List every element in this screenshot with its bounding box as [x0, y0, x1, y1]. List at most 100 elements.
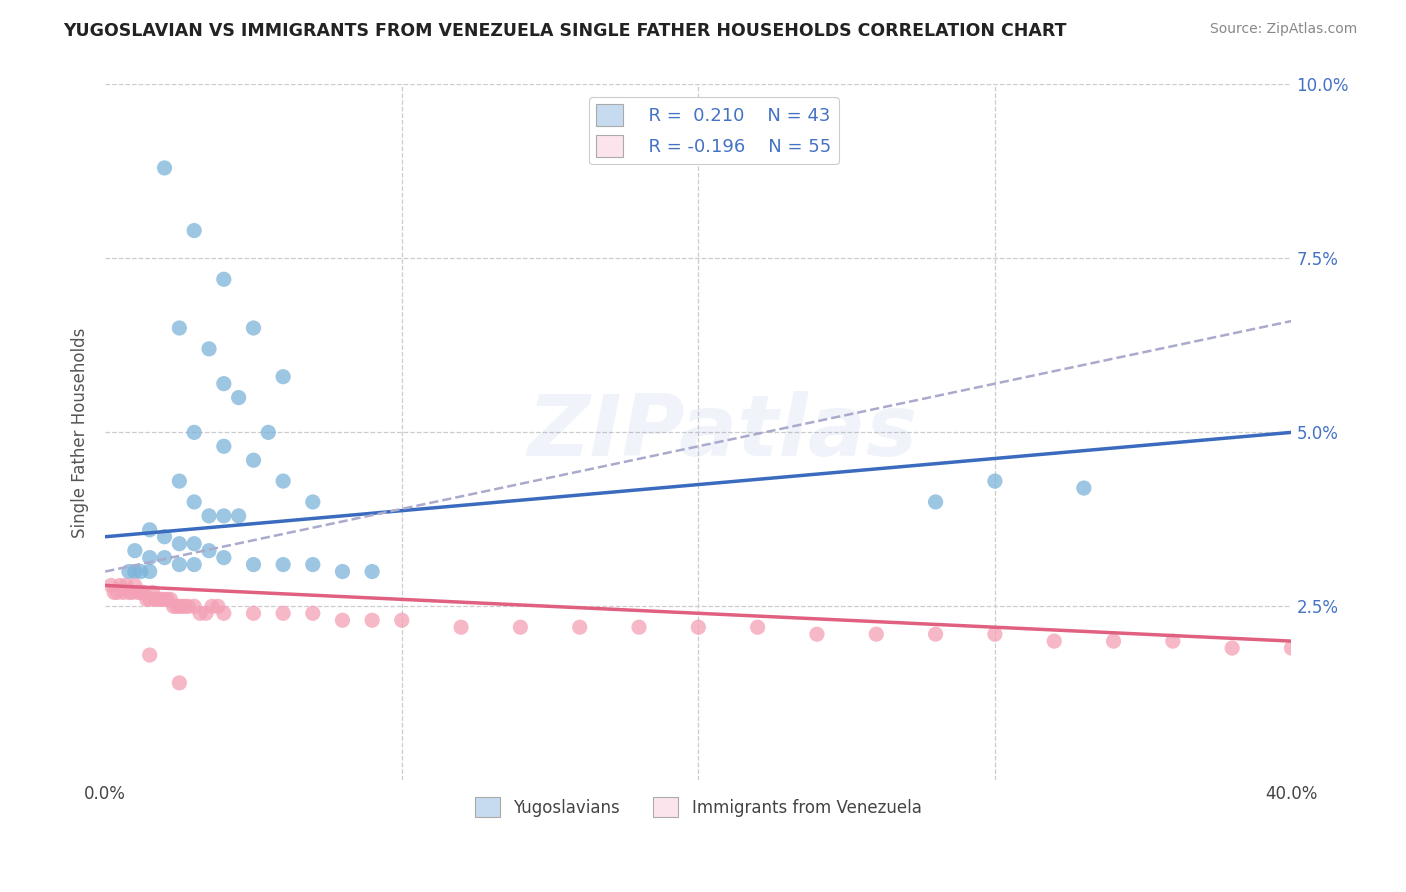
Point: [172, 599, 194, 614]
Point: [198, 543, 221, 558]
Point: [688, 620, 710, 634]
Point: [124, 543, 146, 558]
Point: [132, 585, 155, 599]
Point: [100, 578, 122, 592]
Point: [103, 585, 125, 599]
Point: [129, 565, 152, 579]
Point: [271, 607, 294, 621]
Point: [183, 599, 205, 614]
Point: [201, 599, 224, 614]
Point: [118, 585, 141, 599]
Point: [118, 565, 141, 579]
Point: [127, 585, 149, 599]
Point: [212, 508, 235, 523]
Point: [124, 565, 146, 579]
Point: [865, 627, 887, 641]
Point: [183, 495, 205, 509]
Point: [156, 592, 179, 607]
Point: [169, 558, 191, 572]
Point: [108, 578, 131, 592]
Point: [121, 585, 143, 599]
Point: [271, 369, 294, 384]
Point: [509, 620, 531, 634]
Point: [198, 508, 221, 523]
Point: [212, 607, 235, 621]
Point: [150, 592, 173, 607]
Text: YUGOSLAVIAN VS IMMIGRANTS FROM VENEZUELA SINGLE FATHER HOUSEHOLDS CORRELATION CH: YUGOSLAVIAN VS IMMIGRANTS FROM VENEZUELA…: [63, 22, 1067, 40]
Point: [169, 474, 191, 488]
Point: [212, 550, 235, 565]
Point: [361, 565, 384, 579]
Point: [212, 376, 235, 391]
Point: [169, 321, 191, 335]
Point: [257, 425, 280, 440]
Point: [1102, 634, 1125, 648]
Point: [138, 565, 160, 579]
Point: [271, 474, 294, 488]
Text: Source: ZipAtlas.com: Source: ZipAtlas.com: [1209, 22, 1357, 37]
Point: [242, 558, 264, 572]
Point: [105, 585, 128, 599]
Point: [984, 474, 1007, 488]
Point: [1043, 634, 1066, 648]
Legend: Yugoslavians, Immigrants from Venezuela: Yugoslavians, Immigrants from Venezuela: [468, 790, 928, 824]
Point: [924, 495, 946, 509]
Point: [271, 558, 294, 572]
Point: [924, 627, 946, 641]
Point: [242, 453, 264, 467]
Point: [1220, 641, 1243, 656]
Point: [142, 585, 165, 599]
Point: [162, 599, 184, 614]
Point: [169, 676, 191, 690]
Point: [138, 550, 160, 565]
Point: [332, 613, 354, 627]
Point: [391, 613, 413, 627]
Point: [450, 620, 472, 634]
Point: [177, 599, 200, 614]
Point: [568, 620, 591, 634]
Point: [115, 578, 138, 592]
Point: [361, 613, 384, 627]
Point: [747, 620, 769, 634]
Point: [153, 550, 176, 565]
Point: [228, 508, 250, 523]
Point: [174, 599, 197, 614]
Point: [195, 607, 218, 621]
Point: [984, 627, 1007, 641]
Point: [332, 565, 354, 579]
Point: [138, 523, 160, 537]
Point: [228, 391, 250, 405]
Point: [159, 592, 181, 607]
Point: [111, 585, 134, 599]
Point: [198, 342, 221, 356]
Point: [169, 599, 191, 614]
Point: [153, 592, 176, 607]
Point: [1161, 634, 1184, 648]
Point: [183, 223, 205, 237]
Point: [148, 592, 170, 607]
Point: [169, 537, 191, 551]
Point: [153, 530, 176, 544]
Point: [138, 648, 160, 662]
Point: [153, 161, 176, 175]
Point: [301, 607, 323, 621]
Point: [1281, 641, 1303, 656]
Point: [627, 620, 650, 634]
Point: [165, 599, 187, 614]
Point: [212, 272, 235, 286]
Point: [135, 592, 157, 607]
Point: [301, 558, 323, 572]
Point: [145, 592, 167, 607]
Point: [183, 425, 205, 440]
Point: [301, 495, 323, 509]
Point: [188, 607, 211, 621]
Y-axis label: Single Father Households: Single Father Households: [72, 327, 89, 538]
Point: [242, 321, 264, 335]
Point: [138, 592, 160, 607]
Point: [129, 585, 152, 599]
Point: [207, 599, 229, 614]
Point: [212, 439, 235, 453]
Point: [183, 537, 205, 551]
Point: [183, 558, 205, 572]
Point: [806, 627, 828, 641]
